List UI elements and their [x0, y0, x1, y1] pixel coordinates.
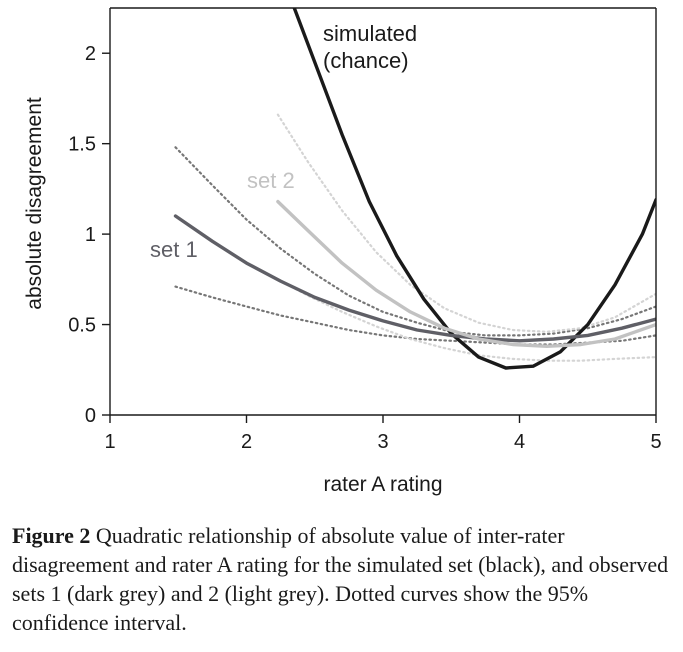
label-simulated-chance-line-1: simulated — [323, 21, 417, 46]
x-axis-label: rater A rating — [323, 473, 442, 496]
y-tick-label: 2 — [85, 43, 96, 65]
series-set-2-95-ci-lower-line — [276, 278, 656, 362]
label-set-1: set 1 — [150, 237, 198, 262]
axes: 1 2 3 4 5 0 0.5 1 1.5 2 — [68, 7, 662, 453]
x-tick-label: 2 — [241, 431, 252, 453]
y-tick-label: 1.5 — [68, 134, 96, 156]
y-axis-label: absolute disagreement — [23, 97, 46, 310]
y-tick-label: 0 — [85, 405, 96, 427]
series-set-2-95-ci-upper-line — [276, 113, 656, 333]
chart: simulated(chance) set 1 set 2 1 2 3 4 5 0 0.5 1 1.… — [23, 7, 662, 496]
x-tick-label: 1 — [104, 431, 115, 453]
series-set-1-95-ci-upper-line — [174, 146, 656, 337]
x-tick-label: 5 — [650, 431, 661, 453]
label-set-2: set 2 — [247, 168, 295, 193]
caption-text: Quadratic relationship of absolute value… — [12, 523, 669, 635]
series-simulated-chance-line — [292, 8, 656, 370]
figure-caption: Figure 2 Quadratic relationship of absol… — [12, 521, 674, 637]
y-tick-label: 1 — [85, 224, 96, 246]
label-simulated-chance-line-2: (chance) — [323, 48, 409, 73]
series-set-2-line — [276, 199, 656, 348]
series-labels: simulated(chance) set 1 set 2 — [150, 21, 417, 262]
x-tick-label: 3 — [377, 431, 388, 453]
confidence-interval-curves — [174, 113, 656, 362]
figure-number: Figure 2 — [12, 523, 91, 548]
y-tick-label: 0.5 — [68, 315, 96, 337]
series-set-1-line — [173, 214, 656, 343]
x-tick-label: 4 — [514, 431, 525, 453]
fitted-curves — [173, 8, 656, 370]
